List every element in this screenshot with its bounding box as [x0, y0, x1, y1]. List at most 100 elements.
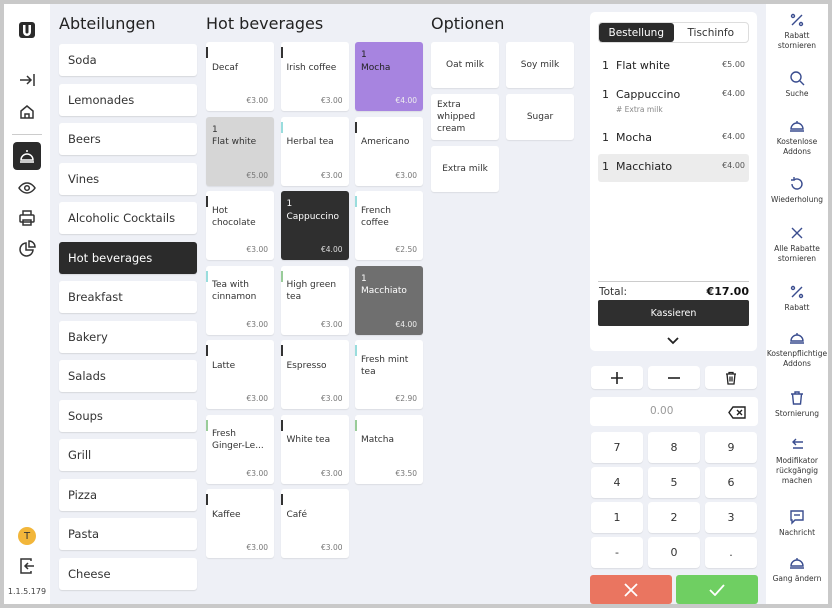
increase-button[interactable]: [591, 366, 643, 389]
action-gang-aendern[interactable]: Gang ändern: [766, 555, 828, 584]
product-tile-white-tea[interactable]: White tea €3.00: [280, 414, 349, 484]
tile-accent-bar: [355, 345, 357, 356]
category-soups[interactable]: Soups: [59, 399, 197, 432]
avatar[interactable]: T: [18, 527, 36, 545]
category-soda[interactable]: Soda: [59, 44, 197, 76]
tile-price: €2.90: [395, 394, 417, 403]
tile-price: €3.00: [246, 319, 268, 329]
amount-display[interactable]: 0.00: [590, 397, 758, 426]
keypad-key[interactable]: 4: [591, 467, 643, 498]
product-tile-mocha[interactable]: 1 Mocha €4.00: [355, 42, 423, 111]
eye-icon[interactable]: [13, 174, 41, 202]
product-tile-flat-white[interactable]: 1 Flat white €5.00: [206, 116, 274, 186]
order-line-name: Cappuccino: [616, 88, 681, 101]
tab-bestellung[interactable]: Bestellung: [599, 23, 674, 42]
product-tile-cappuccino[interactable]: 1 Cappuccino €4.00: [280, 191, 349, 260]
category-cheese[interactable]: Cheese: [59, 557, 197, 590]
product-tile-matcha[interactable]: Matcha €3.50: [355, 414, 423, 484]
pie-chart-icon[interactable]: [13, 235, 41, 263]
product-tile-tea-with-cinnamon[interactable]: Tea with cinnamon €3.00: [206, 265, 274, 335]
keypad-key[interactable]: 2: [648, 502, 700, 533]
keypad-key[interactable]: 9: [705, 432, 757, 463]
chevron-down-icon[interactable]: [666, 334, 680, 348]
decrease-button[interactable]: [648, 366, 700, 389]
service-bell-icon[interactable]: [13, 142, 41, 170]
option-extra-milk[interactable]: Extra milk: [431, 146, 499, 192]
product-tile-fresh-mint-tea[interactable]: Fresh mint tea €2.90: [355, 340, 423, 409]
option-oat-milk[interactable]: Oat milk: [431, 42, 499, 88]
tile-name: Espresso: [286, 360, 327, 371]
action-label: Nachricht: [778, 528, 816, 537]
category-salads[interactable]: Salads: [59, 360, 197, 392]
confirm-button[interactable]: [676, 575, 758, 604]
action-alle-rabatte-stornieren[interactable]: Alle Rabatte stornieren: [766, 225, 828, 264]
order-line[interactable]: 1 Cappuccino €4.00 # Extra milk: [598, 88, 749, 116]
keypad-key[interactable]: 5: [648, 467, 700, 498]
action-kostenpflichtige-addons[interactable]: Kostenpflichtige Addons: [766, 330, 828, 369]
product-tile-irish-coffee[interactable]: Irish coffee €3.00: [280, 42, 349, 111]
expand-icon[interactable]: [13, 66, 41, 94]
product-tile-fresh-ginger-le[interactable]: Fresh Ginger-Le... €3.00: [206, 414, 274, 484]
product-tile-espresso[interactable]: Espresso €3.00: [280, 340, 349, 409]
product-tile-caf[interactable]: Café €3.00: [280, 489, 349, 558]
tile-name: White tea: [286, 435, 331, 445]
home-icon[interactable]: [13, 98, 41, 126]
product-tile-kaffee[interactable]: Kaffee €3.00: [206, 489, 274, 558]
tile-accent-bar: [280, 270, 283, 282]
action-wiederholung[interactable]: Wiederholung: [766, 176, 828, 205]
action-stornierung[interactable]: Stornierung: [766, 390, 828, 419]
category-grill[interactable]: Grill: [59, 439, 197, 471]
category-beers[interactable]: Beers: [59, 123, 197, 155]
action-label: Kostenlose Addons: [776, 137, 818, 156]
category-pizza[interactable]: Pizza: [59, 478, 197, 511]
order-line-selected[interactable]: 1 Macchiato €4.00: [598, 154, 749, 182]
order-line[interactable]: 1 Mocha €4.00: [598, 131, 749, 149]
pay-button[interactable]: Kassieren: [598, 300, 749, 326]
category-lemonades[interactable]: Lemonades: [59, 83, 197, 116]
action-kostenlose-addons[interactable]: Kostenlose Addons: [766, 118, 828, 157]
category-alcoholic-cocktails[interactable]: Alcoholic Cocktails: [59, 202, 197, 234]
product-tile-herbal-tea[interactable]: Herbal tea €3.00: [280, 116, 349, 186]
backspace-icon[interactable]: [728, 404, 748, 419]
keypad-key[interactable]: .: [705, 537, 757, 568]
keypad-key[interactable]: 8: [648, 432, 700, 463]
tile-price: €3.50: [395, 468, 417, 478]
category-pasta[interactable]: Pasta: [59, 518, 197, 550]
product-tile-decaf[interactable]: Decaf €3.00: [206, 42, 274, 111]
action-label: Rabatt: [784, 303, 810, 312]
category-hot-beverages[interactable]: Hot beverages: [59, 241, 197, 274]
tile-price: €2.50: [395, 245, 417, 254]
product-tile-hot-chocolate[interactable]: Hot chocolate €3.00: [206, 191, 274, 260]
logout-icon[interactable]: [13, 552, 41, 580]
action-rabatt-stornieren[interactable]: Rabatt stornieren: [766, 12, 828, 51]
category-bakery[interactable]: Bakery: [59, 320, 197, 353]
keypad-key[interactable]: 3: [705, 502, 757, 533]
category-vines[interactable]: Vines: [59, 162, 197, 195]
printer-icon[interactable]: [13, 204, 41, 232]
action-suche[interactable]: Suche: [766, 70, 828, 99]
product-tile-americano[interactable]: Americano €3.00: [355, 116, 423, 186]
cancel-button[interactable]: [590, 575, 672, 604]
tile-price: €4.00: [321, 245, 343, 254]
option-soy-milk[interactable]: Soy milk: [506, 42, 574, 88]
action-nachricht[interactable]: Nachricht: [766, 509, 828, 538]
tile-name: Cappuccino: [286, 211, 340, 222]
option-extra-whipped-cream[interactable]: Extra whipped cream: [431, 94, 499, 140]
order-line[interactable]: 1 Flat white €5.00: [598, 59, 749, 77]
action-rabatt[interactable]: Rabatt: [766, 284, 828, 313]
product-tile-high-green-tea[interactable]: High green tea €3.00: [280, 265, 349, 335]
option-sugar[interactable]: Sugar: [506, 94, 574, 140]
keypad-key[interactable]: 0: [648, 537, 700, 568]
keypad-key[interactable]: 7: [591, 432, 643, 463]
product-tile-macchiato[interactable]: 1 Macchiato €4.00: [355, 265, 423, 335]
tab-tischinfo[interactable]: Tischinfo: [687, 26, 735, 39]
product-tile-french-coffee[interactable]: French coffee €2.50: [355, 191, 423, 260]
category-breakfast[interactable]: Breakfast: [59, 281, 197, 313]
product-tile-latte[interactable]: Latte €3.00: [206, 340, 274, 409]
keypad-key[interactable]: -: [591, 537, 643, 568]
keypad-key[interactable]: 1: [591, 502, 643, 533]
keypad-key[interactable]: 6: [705, 467, 757, 498]
repeat-icon: [791, 177, 803, 190]
delete-button[interactable]: [705, 366, 757, 389]
action-modifikator-rueckgaengig[interactable]: Modifikator rückgängig machen: [766, 437, 828, 486]
